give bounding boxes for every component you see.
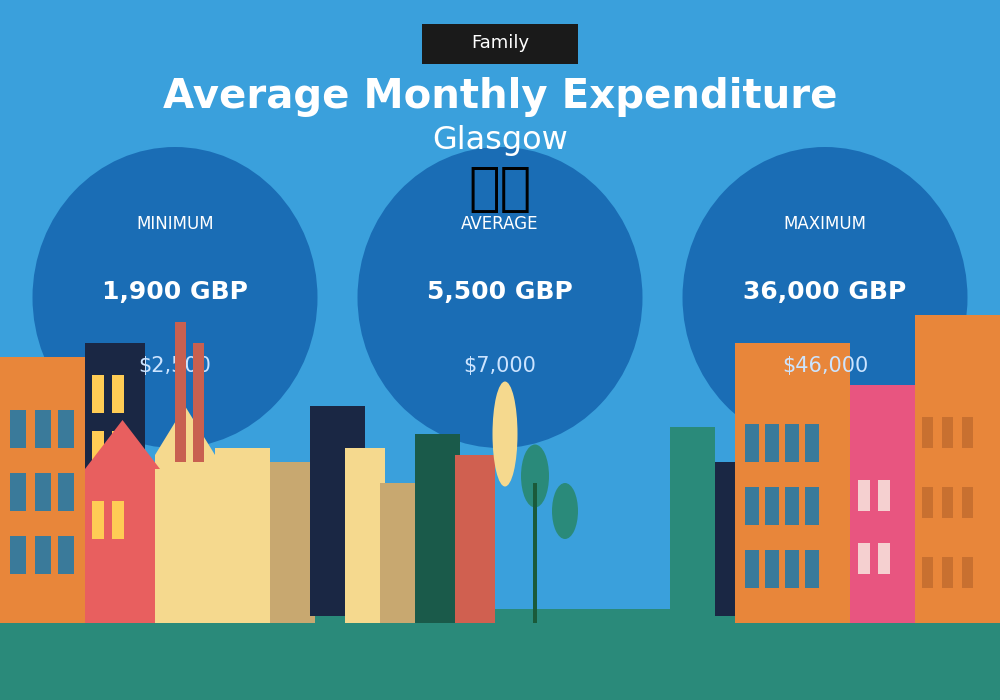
Ellipse shape — [552, 483, 578, 539]
Ellipse shape — [682, 147, 968, 448]
Bar — [92, 374, 104, 413]
Bar — [193, 343, 204, 462]
Bar — [0, 357, 90, 623]
Bar — [915, 315, 1000, 623]
Bar — [455, 455, 495, 623]
Text: 1,900 GBP: 1,900 GBP — [102, 280, 248, 304]
Text: MINIMUM: MINIMUM — [136, 215, 214, 233]
Bar — [533, 483, 537, 623]
Bar — [35, 410, 51, 448]
Bar — [805, 550, 819, 588]
Ellipse shape — [32, 147, 318, 448]
Bar — [0, 609, 1000, 700]
Bar — [745, 424, 759, 462]
Bar — [58, 410, 74, 448]
Bar — [58, 536, 74, 574]
Bar — [878, 480, 890, 511]
Bar — [215, 448, 270, 623]
Bar — [35, 473, 51, 511]
Polygon shape — [85, 420, 160, 469]
Bar — [922, 556, 933, 588]
Bar — [942, 556, 953, 588]
Bar — [745, 550, 759, 588]
Bar — [345, 448, 385, 623]
Ellipse shape — [358, 147, 642, 448]
Bar — [112, 500, 124, 539]
Bar — [380, 483, 415, 623]
Polygon shape — [155, 406, 215, 455]
Bar — [805, 486, 819, 525]
Text: Average Monthly Expenditure: Average Monthly Expenditure — [163, 76, 837, 117]
Bar — [922, 416, 933, 448]
Bar — [785, 424, 799, 462]
Ellipse shape — [808, 266, 883, 350]
Bar — [765, 424, 779, 462]
Text: AVERAGE: AVERAGE — [461, 215, 539, 233]
Text: $2,500: $2,500 — [139, 356, 211, 376]
Bar — [942, 416, 953, 448]
Bar — [850, 385, 915, 623]
Bar — [805, 424, 819, 462]
Ellipse shape — [240, 284, 310, 360]
Bar — [858, 480, 870, 511]
Bar — [765, 550, 779, 588]
Bar — [58, 473, 74, 511]
Bar — [858, 542, 870, 574]
Bar — [10, 410, 26, 448]
Ellipse shape — [728, 266, 802, 350]
Text: Family: Family — [471, 34, 529, 52]
Bar — [735, 343, 850, 623]
Ellipse shape — [768, 318, 832, 382]
Ellipse shape — [521, 444, 549, 508]
Bar — [962, 486, 973, 518]
Bar — [85, 343, 145, 609]
Bar — [112, 430, 124, 469]
Text: 🇬🇧: 🇬🇧 — [468, 163, 532, 215]
Bar — [785, 550, 799, 588]
Bar — [415, 434, 460, 623]
Bar — [745, 486, 759, 525]
Bar — [962, 556, 973, 588]
Text: $46,000: $46,000 — [782, 356, 868, 376]
Bar — [942, 486, 953, 518]
Text: Glasgow: Glasgow — [432, 125, 568, 155]
Bar — [765, 486, 779, 525]
Bar — [85, 469, 160, 623]
Text: 36,000 GBP: 36,000 GBP — [743, 280, 907, 304]
Bar — [175, 322, 186, 462]
Ellipse shape — [686, 444, 714, 508]
Ellipse shape — [160, 284, 230, 360]
Bar — [92, 430, 104, 469]
Bar — [10, 536, 26, 574]
Ellipse shape — [760, 228, 850, 332]
Ellipse shape — [82, 318, 148, 382]
Bar — [35, 536, 51, 574]
Bar — [878, 542, 890, 574]
Bar — [922, 486, 933, 518]
Bar — [155, 455, 215, 623]
Ellipse shape — [192, 245, 278, 343]
Bar — [670, 427, 715, 623]
Text: $7,000: $7,000 — [464, 356, 536, 376]
Bar — [92, 500, 104, 539]
Bar — [112, 374, 124, 413]
Bar — [270, 462, 315, 623]
FancyBboxPatch shape — [422, 24, 578, 64]
Bar — [310, 406, 365, 616]
Text: MAXIMUM: MAXIMUM — [784, 215, 866, 233]
Bar — [962, 416, 973, 448]
Bar — [10, 473, 26, 511]
Ellipse shape — [492, 382, 518, 486]
Bar — [785, 486, 799, 525]
Bar — [715, 462, 740, 616]
Text: 5,500 GBP: 5,500 GBP — [427, 280, 573, 304]
